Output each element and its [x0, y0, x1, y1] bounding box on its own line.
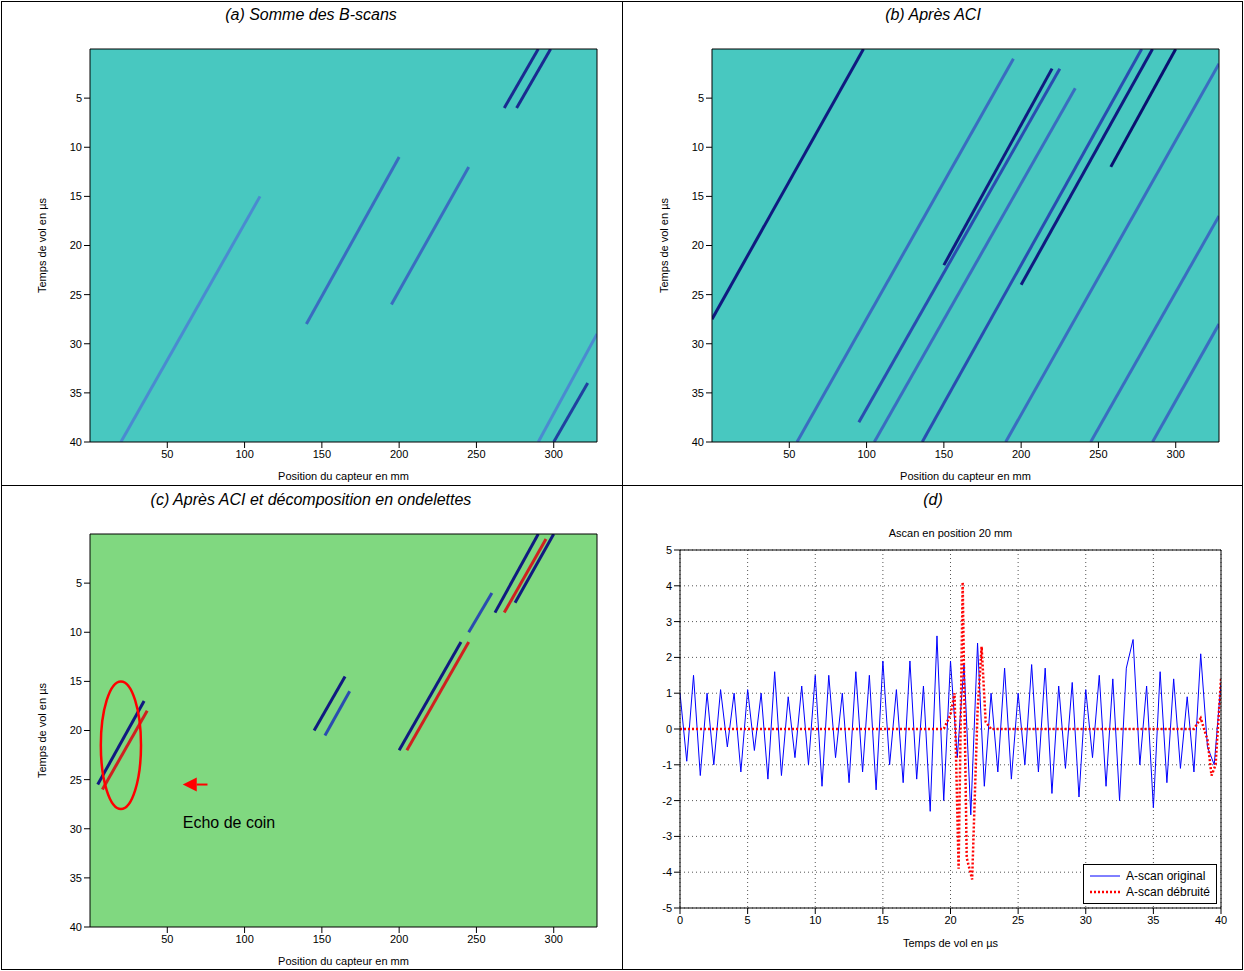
svg-text:5: 5 [666, 544, 672, 556]
svg-text:Temps de vol en µs: Temps de vol en µs [36, 198, 48, 293]
svg-text:3: 3 [666, 616, 672, 628]
svg-text:20: 20 [692, 239, 704, 251]
svg-text:200: 200 [390, 448, 408, 460]
svg-text:2: 2 [666, 651, 672, 663]
svg-text:50: 50 [783, 448, 795, 460]
svg-text:40: 40 [692, 436, 704, 448]
svg-text:35: 35 [70, 387, 82, 399]
svg-text:200: 200 [390, 933, 408, 945]
svg-text:Position du capteur en mm: Position du capteur en mm [278, 955, 409, 967]
svg-text:150: 150 [313, 933, 331, 945]
svg-text:300: 300 [545, 448, 563, 460]
svg-text:35: 35 [692, 387, 704, 399]
svg-text:100: 100 [857, 448, 875, 460]
svg-text:250: 250 [467, 448, 485, 460]
svg-text:150: 150 [313, 448, 331, 460]
html-text:(d): (d) [923, 491, 943, 508]
svg-text:-1: -1 [662, 759, 672, 771]
svg-text:-3: -3 [662, 830, 672, 842]
svg-text:5: 5 [76, 577, 82, 589]
html-text:A-scan original: A-scan original [1126, 869, 1206, 883]
svg-text:20: 20 [70, 239, 82, 251]
svg-text:15: 15 [70, 190, 82, 202]
svg-text:150: 150 [935, 448, 953, 460]
svg-text:4: 4 [666, 580, 672, 592]
svg-text:10: 10 [70, 626, 82, 638]
svg-text:50: 50 [161, 933, 173, 945]
svg-text:100: 100 [235, 933, 253, 945]
svg-text:30: 30 [70, 823, 82, 835]
svg-text:25: 25 [1012, 914, 1024, 926]
svg-text:-4: -4 [662, 866, 672, 878]
svg-text:35: 35 [1147, 914, 1159, 926]
svg-text:15: 15 [692, 190, 704, 202]
svg-text:30: 30 [70, 338, 82, 350]
svg-text:25: 25 [692, 289, 704, 301]
svg-text:Position du capteur en mm: Position du capteur en mm [278, 470, 409, 482]
html-text:(a) Somme des B-scans: (a) Somme des B-scans [225, 6, 397, 23]
svg-text:15: 15 [70, 675, 82, 687]
svg-text:25: 25 [70, 774, 82, 786]
svg-text:15: 15 [877, 914, 889, 926]
svg-text:1: 1 [666, 687, 672, 699]
svg-text:10: 10 [809, 914, 821, 926]
svg-text:20: 20 [944, 914, 956, 926]
svg-text:40: 40 [70, 436, 82, 448]
svg-text:50: 50 [161, 448, 173, 460]
svg-text:40: 40 [70, 921, 82, 933]
svg-text:40: 40 [1215, 914, 1227, 926]
svg-text:300: 300 [1167, 448, 1185, 460]
svg-text:250: 250 [1089, 448, 1107, 460]
svg-text:Temps de vol en µs: Temps de vol en µs [903, 937, 998, 949]
svg-text:-5: -5 [662, 902, 672, 914]
svg-text:5: 5 [698, 92, 704, 104]
svg-text:0: 0 [666, 723, 672, 735]
svg-text:25: 25 [70, 289, 82, 301]
svg-text:-2: -2 [662, 795, 672, 807]
svg-text:5: 5 [76, 92, 82, 104]
html-text:(c) Après ACI et décomposition: (c) Après ACI et décomposition en ondele… [150, 491, 472, 508]
svg-text:10: 10 [70, 141, 82, 153]
svg-text:5: 5 [745, 914, 751, 926]
html-text:Ascan en position 20 mm: Ascan en position 20 mm [888, 527, 1013, 539]
svg-text:Temps de vol en µs: Temps de vol en µs [36, 683, 48, 778]
svg-text:30: 30 [692, 338, 704, 350]
svg-text:300: 300 [545, 933, 563, 945]
svg-text:Position du capteur en mm: Position du capteur en mm [900, 470, 1031, 482]
html-text:(b) Après ACI: (b) Après ACI [885, 6, 981, 23]
svg-text:0: 0 [677, 914, 683, 926]
svg-text:Echo de coin: Echo de coin [183, 814, 276, 831]
svg-text:200: 200 [1012, 448, 1030, 460]
svg-text:20: 20 [70, 724, 82, 736]
svg-text:250: 250 [467, 933, 485, 945]
svg-text:30: 30 [1080, 914, 1092, 926]
svg-text:Temps de vol en µs: Temps de vol en µs [658, 198, 670, 293]
svg-text:10: 10 [692, 141, 704, 153]
svg-text:100: 100 [235, 448, 253, 460]
svg-text:35: 35 [70, 872, 82, 884]
html-text:A-scan débruité: A-scan débruité [1126, 885, 1210, 899]
